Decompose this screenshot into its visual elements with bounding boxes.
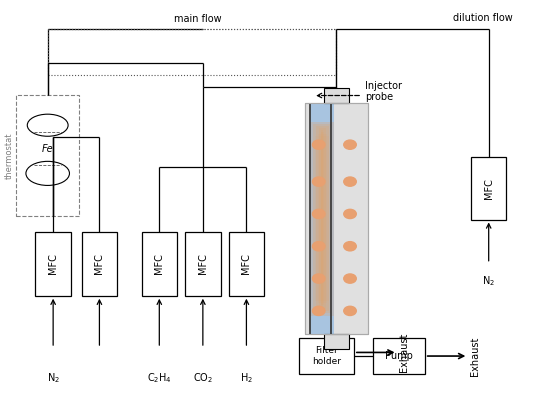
Bar — [310, 103, 334, 334]
Bar — [318, 128, 326, 309]
Text: dilution flow: dilution flow — [453, 13, 513, 23]
Bar — [316, 126, 329, 311]
Circle shape — [344, 242, 356, 251]
Bar — [229, 232, 264, 296]
Text: C$_2$H$_4$: C$_2$H$_4$ — [147, 371, 172, 385]
Circle shape — [344, 177, 356, 186]
Text: Exhaust: Exhaust — [399, 333, 409, 372]
Bar — [35, 232, 71, 296]
Bar — [82, 232, 117, 296]
Text: MFC: MFC — [155, 253, 164, 274]
Text: Exhaust: Exhaust — [470, 336, 480, 376]
Bar — [305, 103, 367, 334]
Bar — [321, 130, 323, 307]
Bar — [321, 131, 324, 306]
Text: thermostat: thermostat — [5, 132, 14, 179]
Text: MFC: MFC — [241, 253, 251, 274]
Circle shape — [312, 140, 325, 149]
Bar — [185, 232, 221, 296]
Bar — [471, 158, 507, 219]
Bar — [318, 133, 327, 304]
Bar — [324, 334, 349, 349]
Bar — [141, 232, 177, 296]
Text: Fe: Fe — [42, 144, 53, 154]
Text: MFC: MFC — [48, 253, 58, 274]
Bar — [313, 124, 332, 313]
Text: Pump: Pump — [385, 351, 413, 361]
Circle shape — [344, 306, 356, 315]
Circle shape — [312, 177, 325, 186]
Text: N$_2$: N$_2$ — [47, 371, 59, 385]
Bar — [305, 103, 367, 334]
Text: MFC: MFC — [483, 178, 494, 199]
Text: CO$_2$: CO$_2$ — [193, 371, 213, 385]
Text: MFC: MFC — [95, 253, 104, 274]
Circle shape — [312, 274, 325, 283]
Bar — [16, 95, 79, 216]
Bar — [373, 338, 425, 374]
Text: Filter
holder: Filter holder — [312, 346, 341, 366]
Circle shape — [312, 209, 325, 219]
Bar — [310, 122, 334, 315]
Circle shape — [344, 209, 356, 219]
Bar — [300, 338, 354, 374]
Circle shape — [312, 242, 325, 251]
Circle shape — [312, 306, 325, 315]
Bar — [324, 88, 349, 103]
Text: MFC: MFC — [198, 253, 208, 274]
Text: H$_2$: H$_2$ — [240, 371, 253, 385]
Text: N$_2$: N$_2$ — [482, 274, 495, 288]
Circle shape — [344, 274, 356, 283]
Text: Injector
probe: Injector probe — [365, 81, 402, 102]
Text: main flow: main flow — [174, 14, 221, 24]
Bar — [315, 136, 329, 302]
Circle shape — [344, 140, 356, 149]
